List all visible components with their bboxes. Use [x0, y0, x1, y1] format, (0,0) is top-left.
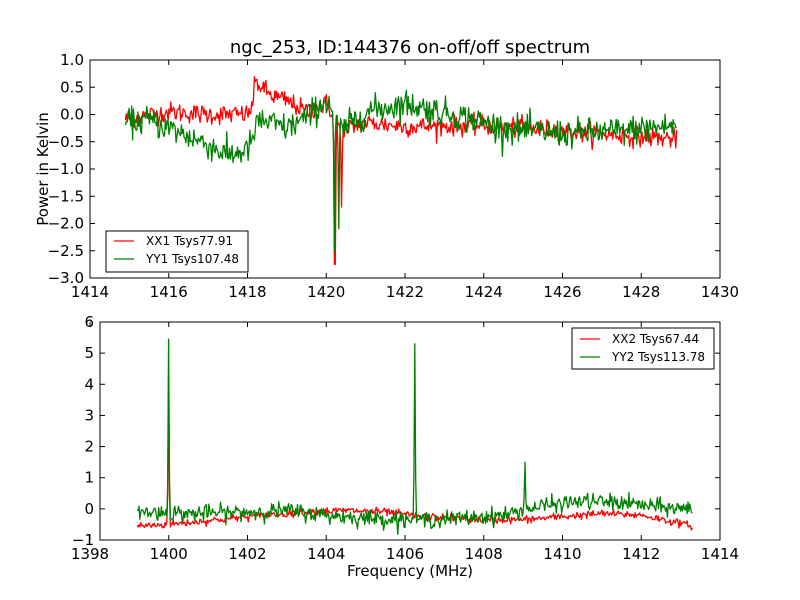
upper-traces — [124, 75, 678, 266]
lower-legend-box — [571, 327, 715, 370]
series-line-yy1 — [124, 89, 677, 252]
y-tick-label: −1.5 — [48, 187, 84, 205]
lower-legend: XX2 Tsys67.44 YY2 Tsys113.78 — [571, 327, 715, 370]
series-line-xx2 — [136, 374, 693, 531]
x-tick-label: 1420 — [307, 283, 345, 301]
legend-label-yy2: YY2 Tsys113.78 — [611, 350, 705, 364]
y-tick-label: 0 — [84, 500, 94, 518]
y-tick-label: 2 — [84, 438, 94, 456]
upper-legend-box — [105, 230, 249, 273]
y-tick-label: 1 — [84, 469, 94, 487]
y-tick-label: −2.0 — [48, 215, 84, 233]
chart-title: ngc_253, ID:144376 on-off/off spectrum — [230, 37, 590, 58]
y-tick-label: 5 — [84, 344, 94, 362]
lower-traces — [136, 338, 693, 535]
y-tick-label: 4 — [84, 375, 94, 393]
y-tick-label: 0.0 — [60, 106, 84, 124]
x-tick-label: 1404 — [307, 545, 345, 563]
legend-label-xx1: XX1 Tsys77.91 — [146, 234, 233, 248]
x-tick-label: 1424 — [465, 283, 503, 301]
x-tick-label: 1410 — [543, 545, 581, 563]
x-tick-label: 1408 — [465, 545, 503, 563]
y-tick-label: −0.5 — [48, 133, 84, 151]
x-tick-label: 1414 — [701, 545, 739, 563]
lower-panel: 1398 1400 1402 1404 1406 1408 1410 1412 1414 6 5 4 3… — [71, 313, 739, 580]
y-tick-label: 3 — [84, 406, 94, 424]
x-tick-label: 1406 — [386, 545, 424, 563]
x-tick-label: 1398 — [71, 545, 109, 563]
upper-legend: XX1 Tsys77.91 YY1 Tsys107.48 — [105, 230, 249, 273]
y-tick-label: 1.0 — [60, 51, 84, 69]
x-tick-label: 1412 — [622, 545, 660, 563]
y-tick-label: −3.0 — [48, 269, 84, 287]
upper-ticks: 1414 1416 1418 1420 1422 1424 1426 1428 1430 1.0 0… — [48, 51, 740, 301]
x-axis-label: Frequency (MHz) — [347, 562, 473, 580]
lower-axes-frame — [99, 321, 721, 541]
y-tick-label: −2.5 — [48, 242, 84, 260]
lower-ticks: 1398 1400 1402 1404 1406 1408 1410 1412 1414 6 5 4 3… — [71, 313, 739, 563]
upper-panel: 1414 1416 1418 1420 1422 1424 1426 1428 1430 1.0 0… — [34, 51, 739, 301]
x-tick-label: 1426 — [543, 283, 581, 301]
legend-label-yy1: YY1 Tsys107.48 — [145, 252, 239, 266]
x-tick-label: 1430 — [701, 283, 739, 301]
x-tick-label: 1422 — [386, 283, 424, 301]
y-tick-label: −1 — [72, 531, 94, 549]
x-tick-label: 1418 — [228, 283, 266, 301]
series-line-yy2 — [136, 338, 693, 535]
x-tick-label: 1400 — [150, 545, 188, 563]
legend-label-xx2: XX2 Tsys67.44 — [612, 332, 699, 346]
upper-y-axis-label: Power in Kelvin — [34, 112, 52, 226]
x-tick-label: 1402 — [228, 545, 266, 563]
y-tick-label: 0.5 — [60, 78, 84, 96]
x-tick-label: 1416 — [150, 283, 188, 301]
x-tick-label: 1414 — [71, 283, 109, 301]
x-tick-label: 1428 — [622, 283, 660, 301]
y-tick-label: −1.0 — [48, 160, 84, 178]
y-tick-label: 6 — [84, 313, 94, 331]
